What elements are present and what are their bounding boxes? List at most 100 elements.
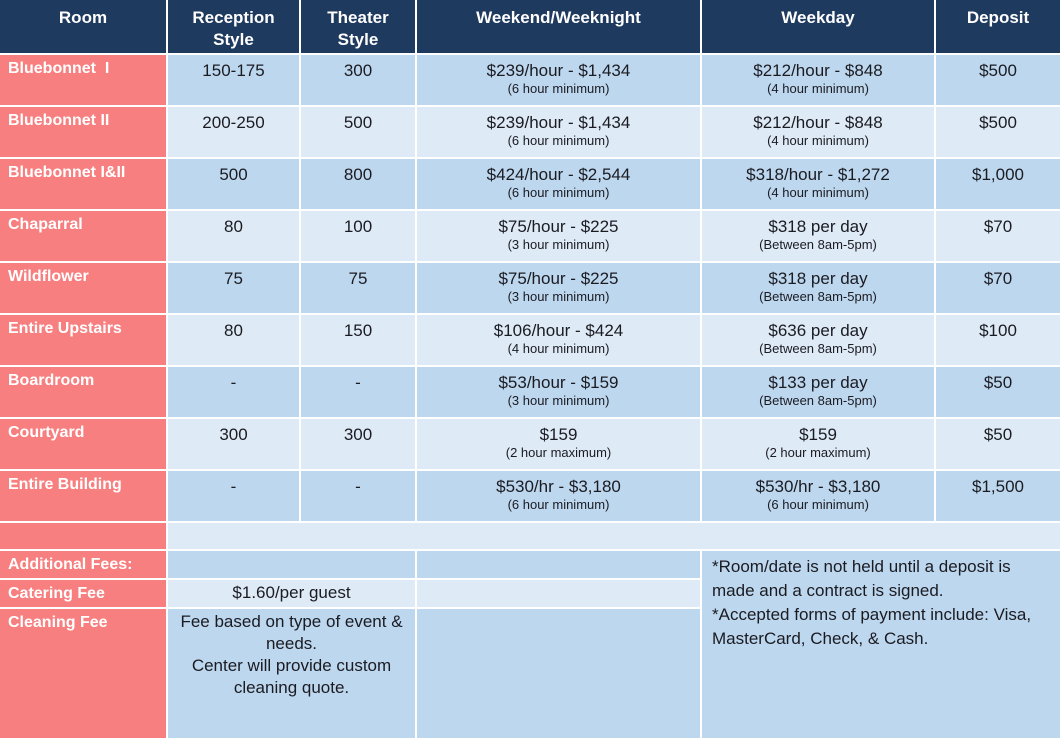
catering-fee-value: $1.60/per guest — [168, 580, 415, 607]
col-header-weekend: Weekend/Weeknight — [417, 0, 700, 53]
rate-note: (4 hour minimum) — [767, 133, 869, 148]
room-name: Bluebonnet II — [0, 107, 166, 157]
col-header-theater: Theater Style — [301, 0, 415, 53]
room-name: Boardroom — [0, 367, 166, 417]
weekend-rate: $159 (2 hour maximum) — [417, 419, 700, 469]
theater-capacity: - — [301, 471, 415, 521]
note-payment-methods: *Accepted forms of payment include: Visa… — [712, 605, 1032, 648]
reception-capacity: - — [168, 471, 299, 521]
rate-note: (6 hour minimum) — [767, 497, 869, 512]
reception-capacity: - — [168, 367, 299, 417]
deposit-amount: $70 — [936, 211, 1060, 261]
catering-fee-empty-cell — [417, 580, 700, 607]
room-name: Entire Upstairs — [0, 315, 166, 365]
additional-fees-empty-cell — [417, 551, 700, 578]
rate-note: (3 hour minimum) — [507, 393, 610, 408]
cleaning-fee-empty-cell — [417, 609, 700, 738]
rate-note: (6 hour minimum) — [507, 81, 610, 96]
deposit-amount: $50 — [936, 367, 1060, 417]
weekday-rate: $530/hr - $3,180 (6 hour minimum) — [702, 471, 934, 521]
room-name: Courtyard — [0, 419, 166, 469]
cleaning-fee-value: Fee based on type of event & needs. Cent… — [168, 609, 415, 738]
weekend-rate: $239/hour - $1,434 (6 hour minimum) — [417, 107, 700, 157]
weekday-rate: $318/hour - $1,272 (4 hour minimum) — [702, 159, 934, 209]
rate-note: (6 hour minimum) — [507, 133, 610, 148]
col-header-weekday: Weekday — [702, 0, 934, 53]
additional-fees-label: Additional Fees: — [0, 551, 166, 578]
theater-capacity: 150 — [301, 315, 415, 365]
reception-capacity: 75 — [168, 263, 299, 313]
theater-capacity: 800 — [301, 159, 415, 209]
weekend-rate: $530/hr - $3,180 (6 hour minimum) — [417, 471, 700, 521]
deposit-amount: $100 — [936, 315, 1060, 365]
rate-note: (6 hour minimum) — [507, 497, 610, 512]
rate-main: $212/hour - $848 — [753, 113, 883, 132]
weekend-rate: $75/hour - $225 (3 hour minimum) — [417, 263, 700, 313]
rate-main: $159 — [799, 425, 837, 444]
col-header-deposit: Deposit — [936, 0, 1060, 53]
rate-main: $424/hour - $2,544 — [486, 165, 631, 184]
weekday-rate: $159 (2 hour maximum) — [702, 419, 934, 469]
deposit-amount: $500 — [936, 55, 1060, 105]
spacer-room-cell — [0, 523, 166, 549]
rate-note: (Between 8am-5pm) — [759, 237, 877, 252]
rate-note: (Between 8am-5pm) — [759, 289, 877, 304]
reception-capacity: 500 — [168, 159, 299, 209]
rate-main: $75/hour - $225 — [498, 217, 619, 236]
reception-capacity: 80 — [168, 211, 299, 261]
rate-main: $53/hour - $159 — [498, 373, 619, 392]
room-name: Entire Building — [0, 471, 166, 521]
weekday-rate: $212/hour - $848 (4 hour minimum) — [702, 55, 934, 105]
rate-note: (Between 8am-5pm) — [759, 393, 877, 408]
deposit-amount: $1,000 — [936, 159, 1060, 209]
weekday-rate: $318 per day (Between 8am-5pm) — [702, 263, 934, 313]
weekend-rate: $106/hour - $424 (4 hour minimum) — [417, 315, 700, 365]
theater-capacity: 500 — [301, 107, 415, 157]
room-name: Chaparral — [0, 211, 166, 261]
rate-main: $318 per day — [768, 269, 868, 288]
col-header-room: Room — [0, 0, 166, 53]
rate-main: $530/hr - $3,180 — [755, 477, 881, 496]
theater-capacity: 300 — [301, 55, 415, 105]
rate-main: $318 per day — [768, 217, 868, 236]
weekday-rate: $636 per day (Between 8am-5pm) — [702, 315, 934, 365]
payment-notes: *Room/date is not held until a deposit i… — [702, 551, 1060, 738]
weekday-rate: $133 per day (Between 8am-5pm) — [702, 367, 934, 417]
rate-main: $212/hour - $848 — [753, 61, 883, 80]
catering-fee-label: Catering Fee — [0, 580, 166, 607]
theater-capacity: 75 — [301, 263, 415, 313]
weekend-rate: $239/hour - $1,434 (6 hour minimum) — [417, 55, 700, 105]
cleaning-fee-label: Cleaning Fee — [0, 609, 166, 738]
rate-main: $133 per day — [768, 373, 868, 392]
rate-note: (4 hour minimum) — [507, 341, 610, 356]
rate-note: (4 hour minimum) — [767, 81, 869, 96]
theater-capacity: 100 — [301, 211, 415, 261]
theater-capacity: 300 — [301, 419, 415, 469]
deposit-amount: $500 — [936, 107, 1060, 157]
rate-note: (2 hour maximum) — [505, 445, 612, 460]
note-deposit-policy: *Room/date is not held until a deposit i… — [712, 557, 1011, 600]
rate-note: (4 hour minimum) — [767, 185, 869, 200]
rate-note: (3 hour minimum) — [507, 237, 610, 252]
rate-main: $239/hour - $1,434 — [486, 61, 631, 80]
room-name: Bluebonnet I&II — [0, 159, 166, 209]
rate-main: $636 per day — [768, 321, 868, 340]
deposit-amount: $1,500 — [936, 471, 1060, 521]
room-name: Wildflower — [0, 263, 166, 313]
theater-capacity: - — [301, 367, 415, 417]
weekend-rate: $424/hour - $2,544 (6 hour minimum) — [417, 159, 700, 209]
weekday-rate: $318 per day (Between 8am-5pm) — [702, 211, 934, 261]
rate-note: (6 hour minimum) — [507, 185, 610, 200]
reception-capacity: 300 — [168, 419, 299, 469]
deposit-amount: $50 — [936, 419, 1060, 469]
rate-note: (Between 8am-5pm) — [759, 341, 877, 356]
additional-fees-empty-cell — [168, 551, 415, 578]
reception-capacity: 80 — [168, 315, 299, 365]
deposit-amount: $70 — [936, 263, 1060, 313]
rate-note: (3 hour minimum) — [507, 289, 610, 304]
rate-main: $239/hour - $1,434 — [486, 113, 631, 132]
weekday-rate: $212/hour - $848 (4 hour minimum) — [702, 107, 934, 157]
rate-main: $318/hour - $1,272 — [746, 165, 890, 184]
reception-capacity: 150-175 — [168, 55, 299, 105]
